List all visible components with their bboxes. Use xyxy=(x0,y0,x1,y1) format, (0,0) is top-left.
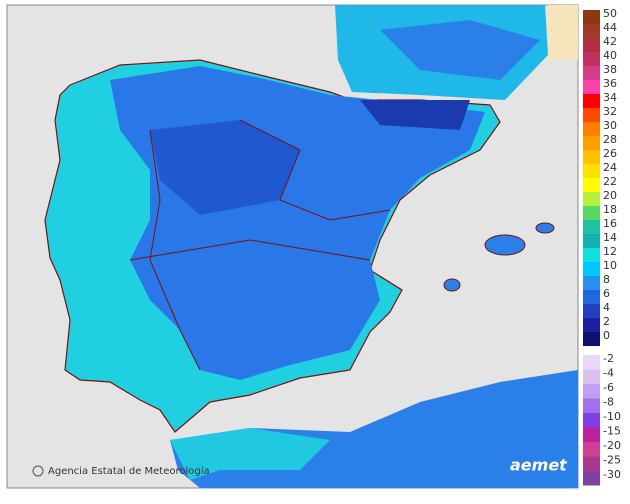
legend-swatch xyxy=(583,442,600,457)
legend-swatch xyxy=(583,206,600,220)
logo: aemet xyxy=(510,456,568,475)
mallorca xyxy=(484,234,526,256)
legend-label: 4 xyxy=(603,301,610,314)
legend-swatch xyxy=(583,427,600,442)
legend-label: -20 xyxy=(603,439,621,452)
legend-swatch xyxy=(583,164,600,178)
legend-label: -25 xyxy=(603,454,621,467)
legend-label: 38 xyxy=(603,63,617,76)
legend-swatch xyxy=(583,38,600,52)
legend-label: 42 xyxy=(603,35,617,48)
legend-label: -15 xyxy=(603,425,621,438)
legend-label: -30 xyxy=(603,468,621,481)
border xyxy=(239,119,391,221)
legend-swatch xyxy=(583,136,600,150)
legend-label: -4 xyxy=(603,367,614,380)
legend-label: 10 xyxy=(603,259,617,272)
legend-label: 20 xyxy=(603,189,617,202)
legend-label: 12 xyxy=(603,245,617,258)
legend-label: 26 xyxy=(603,147,617,160)
legend-label: -2 xyxy=(603,352,614,365)
legend-swatch xyxy=(583,304,600,318)
legend-swatch xyxy=(583,398,600,413)
legend-label: 32 xyxy=(603,105,617,118)
legend-swatch xyxy=(583,456,600,471)
legend-label: 18 xyxy=(603,203,617,216)
ibiza xyxy=(443,278,461,292)
legend-label: 50 xyxy=(603,7,617,20)
copyright-icon xyxy=(32,465,44,477)
legend-swatch xyxy=(583,94,600,108)
legend-swatch xyxy=(583,52,600,66)
legend-swatch xyxy=(583,80,600,94)
legend-label: 28 xyxy=(603,133,617,146)
legend-label: 44 xyxy=(603,21,617,34)
legend-swatch xyxy=(583,355,600,370)
legend-swatch xyxy=(583,332,600,346)
legend-swatch xyxy=(583,24,600,38)
legend-swatch xyxy=(583,471,600,486)
legend-swatch xyxy=(583,150,600,164)
legend-swatch xyxy=(583,234,600,248)
legend-swatch xyxy=(583,178,600,192)
no-data xyxy=(548,5,578,60)
legend-label: 22 xyxy=(603,175,617,188)
border xyxy=(129,239,371,261)
legend-label: 6 xyxy=(603,287,610,300)
deep-blue xyxy=(150,120,300,215)
legend-swatch xyxy=(583,384,600,399)
menorca xyxy=(535,222,555,234)
pyrenees xyxy=(360,100,470,130)
legend-label: 14 xyxy=(603,231,617,244)
legend-swatch xyxy=(583,413,600,428)
legend-label: -8 xyxy=(603,396,614,409)
legend-label: 0 xyxy=(603,329,610,342)
legend-label: 2 xyxy=(603,315,610,328)
africa-coast xyxy=(170,428,330,480)
legend-swatch xyxy=(583,192,600,206)
legend-swatch xyxy=(583,248,600,262)
legend: 5044424038363432302826242220181614121086… xyxy=(583,7,621,486)
legend-swatch xyxy=(583,108,600,122)
legend-swatch xyxy=(583,262,600,276)
legend-label: 8 xyxy=(603,273,610,286)
legend-swatch xyxy=(583,369,600,384)
legend-label: 36 xyxy=(603,77,617,90)
legend-label: 30 xyxy=(603,119,617,132)
legend-label: 34 xyxy=(603,91,617,104)
legend-swatch xyxy=(583,122,600,136)
credit: Agencia Estatal de Meteorología xyxy=(48,465,210,477)
legend-label: -6 xyxy=(603,381,614,394)
legend-swatch xyxy=(583,276,600,290)
legend-label: 40 xyxy=(603,49,617,62)
legend-swatch xyxy=(583,10,600,24)
legend-label: -10 xyxy=(603,410,621,423)
legend-swatch xyxy=(583,220,600,234)
legend-label: 24 xyxy=(603,161,617,174)
legend-swatch xyxy=(583,318,600,332)
border xyxy=(149,129,201,371)
legend-label: 16 xyxy=(603,217,617,230)
france-blue xyxy=(380,20,540,80)
legend-swatch xyxy=(583,290,600,304)
legend-swatch xyxy=(583,66,600,80)
